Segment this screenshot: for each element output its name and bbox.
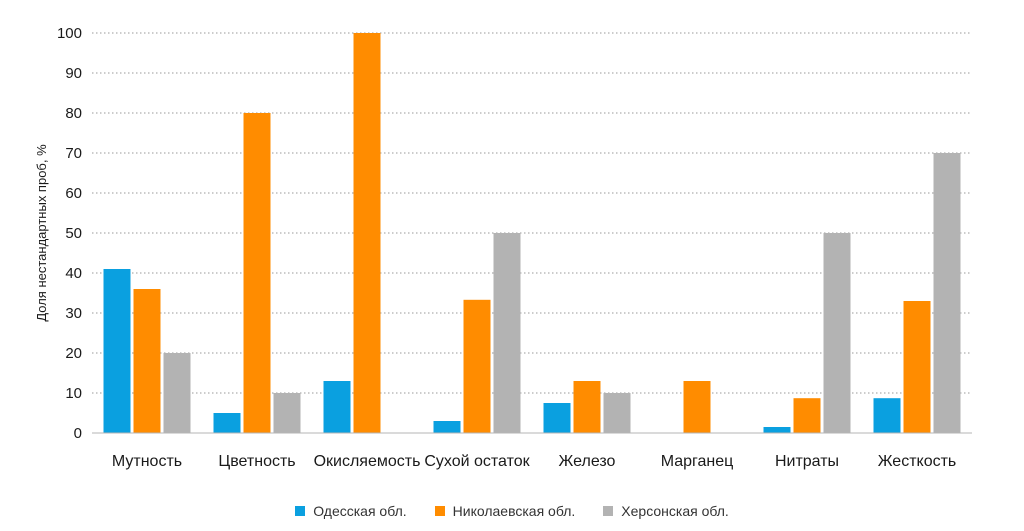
bar — [603, 393, 631, 433]
bar — [353, 33, 381, 433]
bar — [543, 403, 571, 433]
y-tick-label: 70 — [65, 145, 82, 162]
legend-label: Николаевская обл. — [452, 503, 576, 519]
bar — [133, 289, 161, 433]
y-axis-ticks: 0 10 20 30 40 50 60 70 80 90 100 — [57, 25, 82, 442]
x-category-label: Цветность — [218, 453, 295, 470]
bar — [433, 421, 461, 433]
legend-swatch — [434, 506, 445, 516]
y-tick-label: 30 — [65, 305, 82, 322]
legend-label: Херсонская обл. — [621, 503, 729, 519]
bar — [103, 269, 131, 433]
bar — [903, 301, 931, 433]
x-category-label: Марганец — [661, 453, 734, 470]
y-tick-label: 20 — [65, 345, 82, 362]
legend-swatch — [295, 506, 306, 516]
bar — [463, 299, 491, 433]
bar — [243, 113, 271, 433]
x-category-label: Жесткость — [878, 453, 957, 470]
bar — [933, 153, 961, 433]
bar — [683, 381, 711, 433]
bar — [763, 427, 791, 433]
y-axis-label: Доля нестандартных проб, % — [34, 144, 49, 322]
bar — [213, 413, 241, 433]
x-axis-categories: Мутность Цветность Окисляемость Сухой остат… — [112, 453, 956, 470]
y-tick-label: 90 — [65, 65, 82, 82]
x-category-label: Нитраты — [775, 453, 839, 470]
y-tick-label: 100 — [57, 25, 82, 42]
bar — [873, 398, 901, 433]
x-category-label: Окисляемость — [314, 453, 421, 470]
bar — [163, 353, 191, 433]
legend-label: Одесская обл. — [313, 503, 407, 519]
y-tick-label: 0 — [74, 425, 82, 442]
legend-item: Николаевская обл. — [434, 503, 576, 519]
bar — [573, 381, 601, 433]
bar-chart: 0 10 20 30 40 50 60 70 80 90 100 Мутность Цветность… — [34, 25, 972, 470]
y-tick-label: 80 — [65, 105, 82, 122]
bar — [273, 393, 301, 433]
bar — [493, 233, 521, 433]
bars — [103, 33, 961, 433]
y-tick-label: 50 — [65, 225, 82, 242]
x-category-label: Железо — [559, 453, 616, 470]
legend-swatch — [603, 506, 614, 516]
y-tick-label: 10 — [65, 385, 82, 402]
bar — [823, 233, 851, 433]
x-category-label: Мутность — [112, 453, 182, 470]
legend-item: Одесская обл. — [295, 503, 407, 519]
x-category-label: Сухой остаток — [424, 453, 530, 470]
bar — [793, 398, 821, 433]
y-tick-label: 60 — [65, 185, 82, 202]
y-tick-label: 40 — [65, 265, 82, 282]
legend-item: Херсонская обл. — [603, 503, 729, 519]
legend: Одесская обл. Николаевская обл. Херсонская… — [0, 498, 1024, 524]
bar — [323, 381, 351, 433]
